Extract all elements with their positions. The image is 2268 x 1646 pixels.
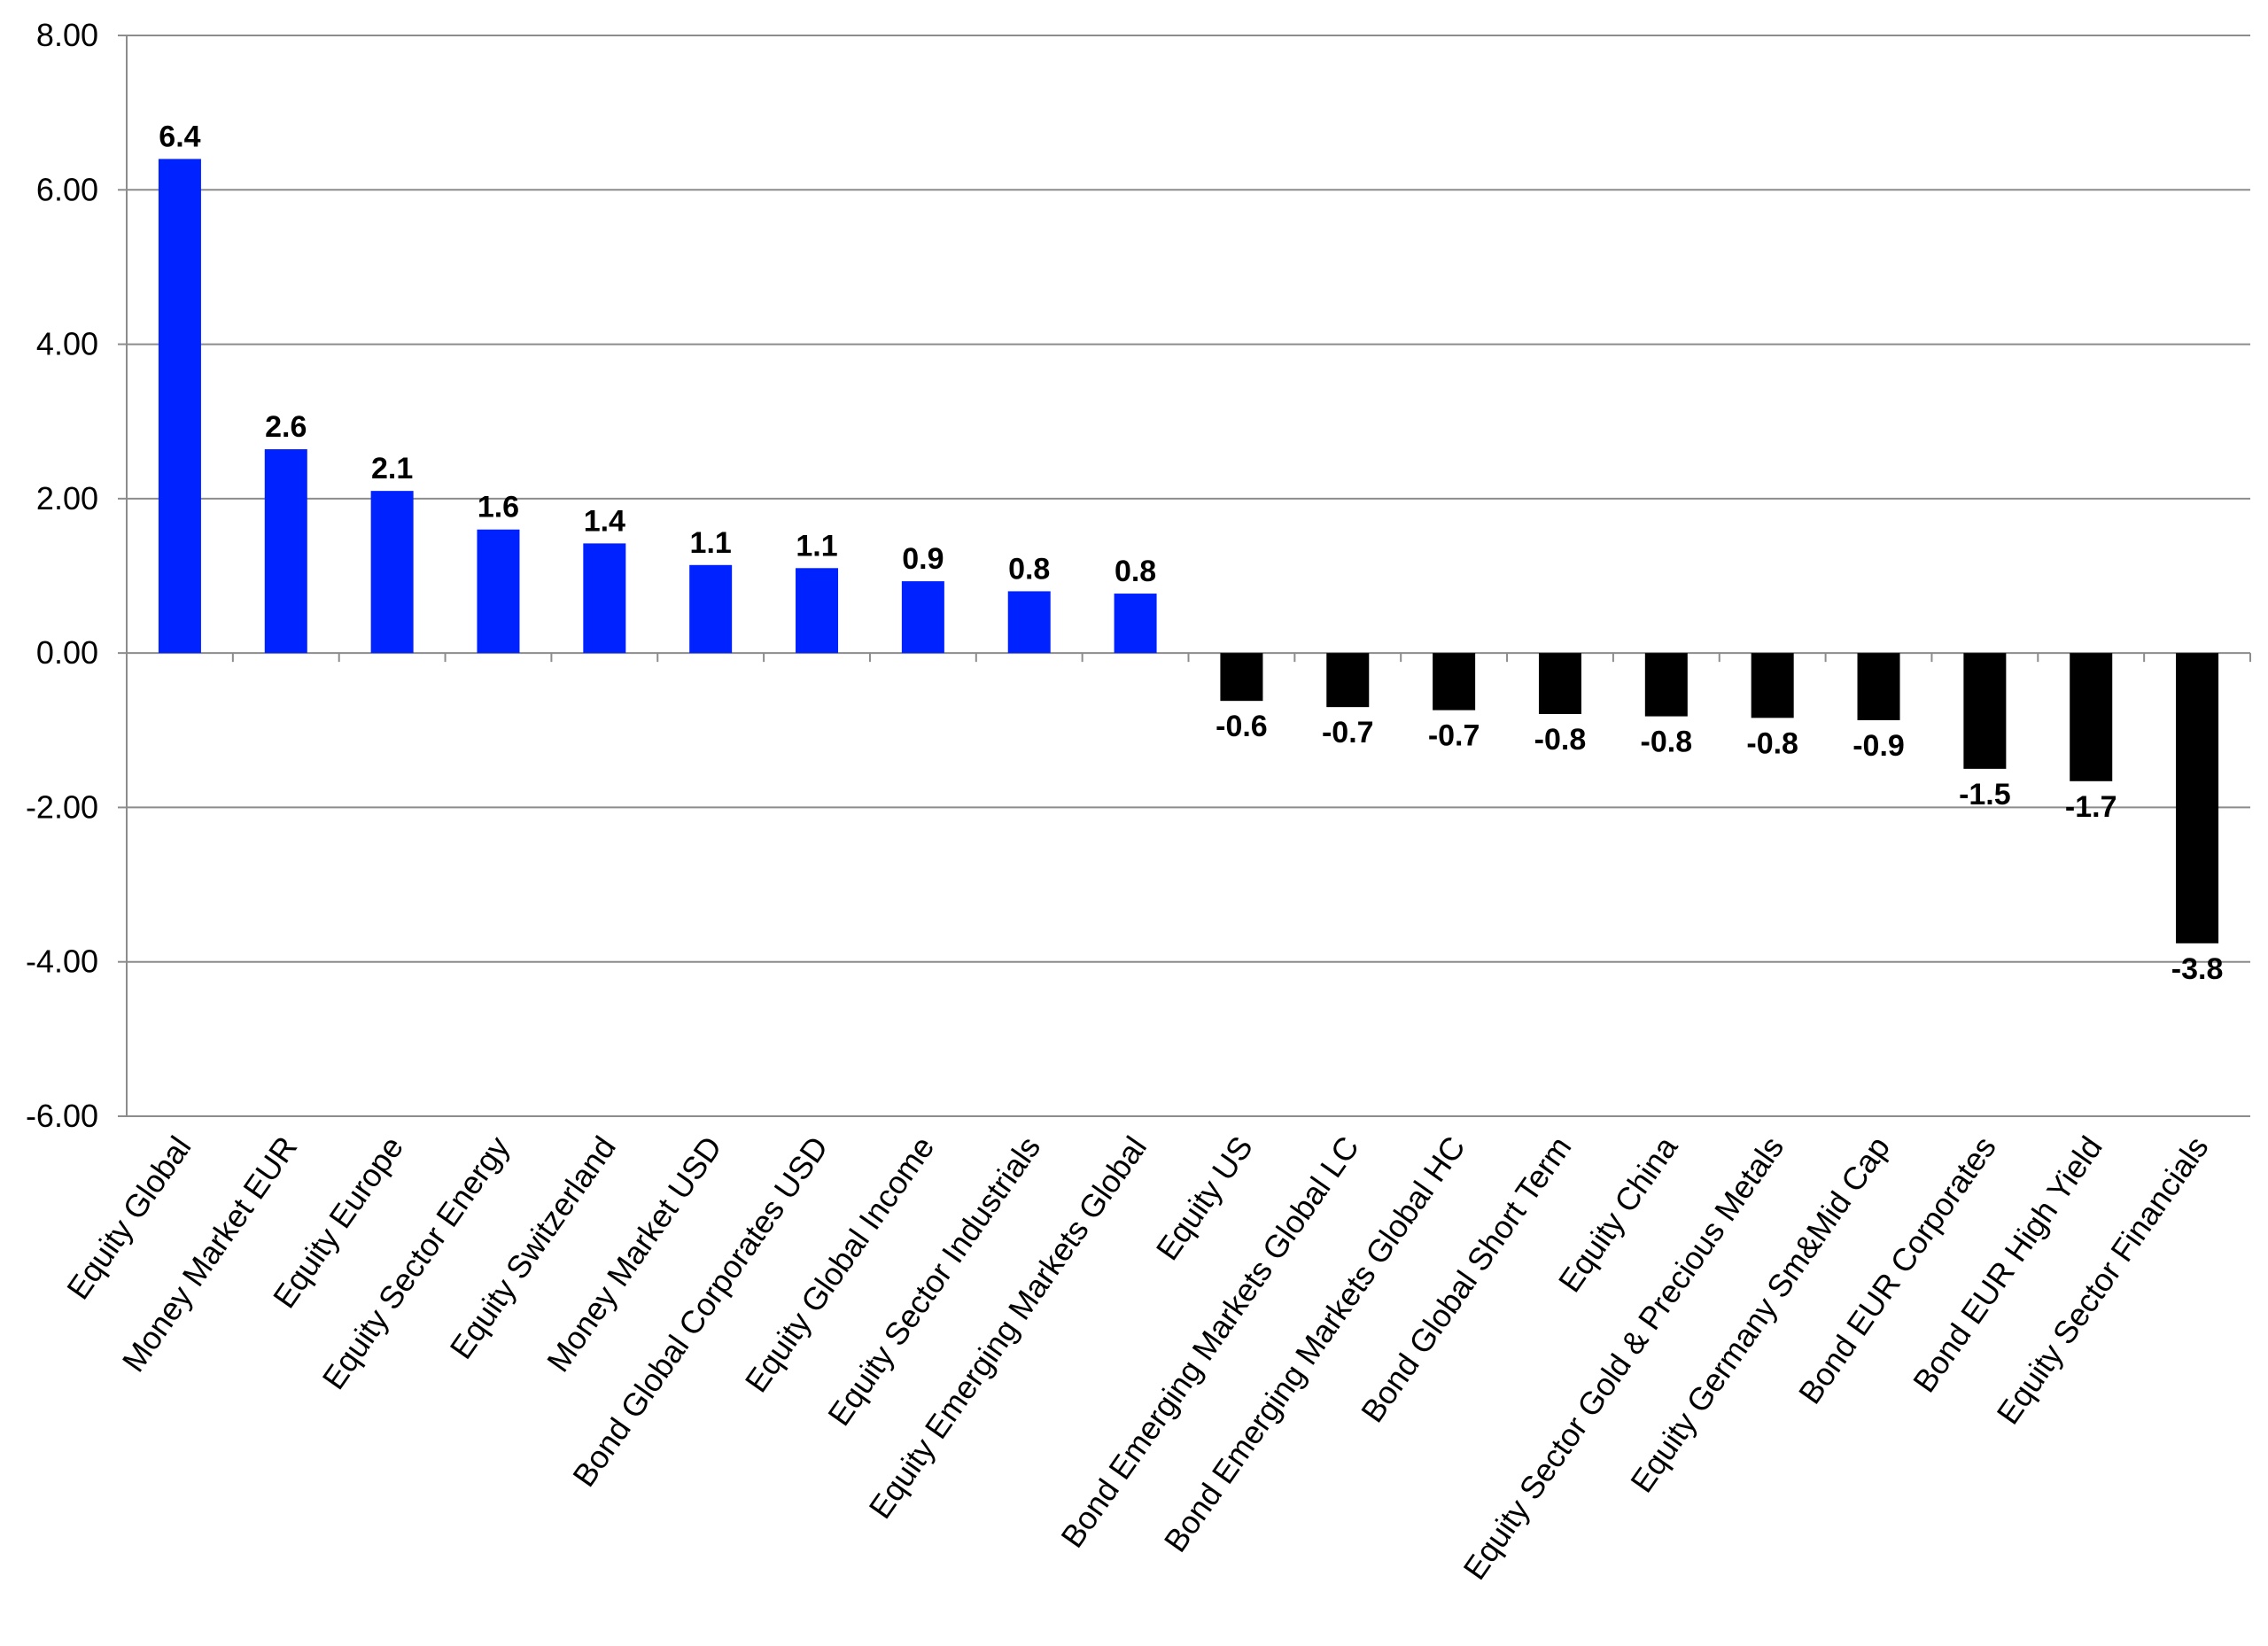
x-category-label: Equity Sector Energy [315, 1130, 517, 1396]
data-label: -3.8 [2171, 952, 2224, 986]
data-label: 6.4 [159, 120, 200, 153]
data-label: 1.6 [478, 491, 519, 524]
x-category-label: Equity Global Income [738, 1130, 942, 1399]
data-label: -1.7 [2065, 790, 2117, 824]
bar [1963, 653, 2007, 769]
data-label: 0.8 [1115, 555, 1156, 588]
data-label: 1.1 [690, 526, 732, 560]
bar [1007, 591, 1051, 654]
data-label: 1.4 [584, 504, 625, 538]
y-tick-label: 6.00 [36, 171, 98, 207]
bar [264, 449, 307, 654]
data-label: -0.7 [1428, 719, 1480, 753]
data-label: -0.6 [1216, 710, 1268, 743]
data-label: 1.1 [796, 529, 837, 563]
data-label: 2.6 [265, 410, 307, 444]
y-tick-label: -4.00 [26, 943, 98, 980]
bar [158, 159, 201, 654]
bar [1538, 653, 1581, 714]
axes [118, 35, 2251, 1117]
data-label: -1.5 [1959, 778, 2011, 811]
data-label: -0.8 [1641, 726, 1693, 759]
x-category-label: Bond EUR High Yield [1906, 1130, 2109, 1399]
gridlines [127, 35, 2250, 1117]
bar [477, 529, 520, 654]
data-label: -0.9 [1852, 729, 1905, 763]
x-category-label: Equity Sector Financials [1990, 1130, 2216, 1431]
bar [370, 491, 414, 654]
data-label: 0.9 [902, 542, 944, 576]
data-label: 2.1 [371, 452, 413, 485]
y-tick-label: 8.00 [36, 17, 98, 53]
data-label: -0.7 [1322, 716, 1374, 749]
bar [901, 581, 944, 654]
y-tick-label: 2.00 [36, 480, 98, 516]
bar [2070, 653, 2113, 781]
bar [1751, 653, 1794, 718]
data-label: 0.8 [1008, 552, 1050, 586]
bar [1114, 594, 1157, 654]
y-tick-label: -6.00 [26, 1098, 98, 1134]
bar [1644, 653, 1688, 717]
x-category-label: Bond EUR Corporates [1791, 1130, 2003, 1410]
bar [1857, 653, 1900, 720]
bars [158, 159, 2219, 943]
x-category-label: Bond Global Short Term [1354, 1130, 1579, 1429]
y-tick-label: 4.00 [36, 326, 98, 362]
y-tick-label: -2.00 [26, 788, 98, 825]
bar [796, 568, 839, 654]
x-category-label: Equity Sector Industrials [820, 1130, 1047, 1432]
bar [583, 543, 626, 654]
x-category-label: Equity US [1149, 1130, 1260, 1267]
bar [2176, 653, 2219, 943]
data-label: -0.8 [1534, 723, 1587, 757]
y-tick-label: 0.00 [36, 634, 98, 671]
bar [1326, 653, 1370, 708]
bar [1220, 653, 1263, 702]
bar [689, 564, 733, 654]
bar [1433, 653, 1476, 710]
data-label: -0.8 [1746, 726, 1798, 760]
data-labels: 6.4 2.6 2.1 1.6 1.4 1.1 1.1 0.9 0.8 0.8 -0.6 -0.7 -0… [159, 120, 2223, 985]
y-axis-tick-labels: -6.00 -4.00 -2.00 0.00 2.00 4.00 6.00 8.00 [26, 17, 98, 1134]
